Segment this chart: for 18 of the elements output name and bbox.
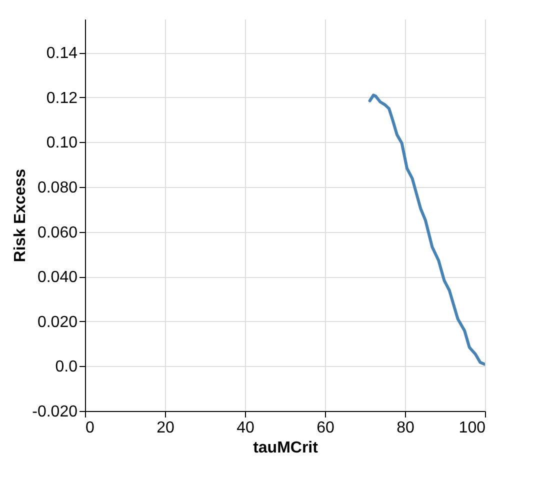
x-tick-label: 20: [156, 420, 174, 436]
x-tick-label: 40: [236, 420, 254, 436]
y-axis-title: Risk Excess: [12, 168, 30, 262]
y-tick-label: 0.040: [37, 269, 78, 286]
x-axis-title: tauMCrit: [253, 440, 319, 456]
y-tick-label: 0.080: [37, 180, 78, 196]
line-series: [368, 94, 485, 366]
y-tick-label: 0.060: [37, 224, 78, 242]
x-tick-label: 100: [458, 420, 486, 436]
x-tick-label: 0: [86, 420, 94, 436]
y-tick-label: -0.020: [32, 404, 78, 420]
x-tick-label: 60: [316, 420, 334, 436]
x-tick-label: 80: [396, 420, 414, 436]
y-tick-label: 0.020: [37, 314, 78, 331]
y-tick-label: 0.0: [55, 358, 78, 376]
y-tick-label: 0.12: [46, 90, 78, 107]
y-tick-label: 0.14: [46, 45, 78, 62]
y-tick-label: 0.10: [46, 134, 78, 152]
